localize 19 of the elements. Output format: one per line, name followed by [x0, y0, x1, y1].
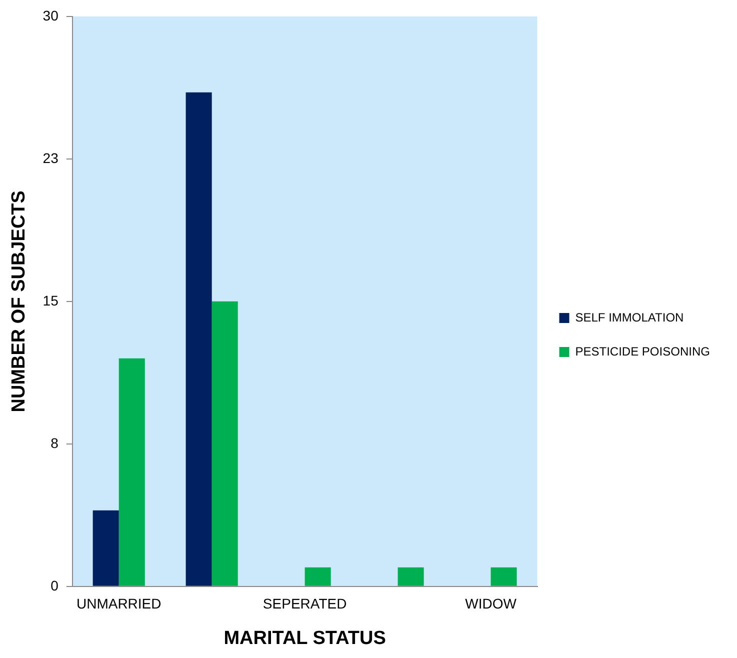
legend-label: SELF IMMOLATION: [575, 310, 684, 324]
y-tick-label: 0: [50, 577, 59, 594]
bar: [304, 567, 331, 586]
x-axis-title: MARITAL STATUS: [224, 628, 386, 649]
x-tick-label: SEPERATED: [262, 596, 347, 612]
x-tick-label: WIDOW: [465, 596, 518, 612]
y-axis-title: NUMBER OF SUBJECTS: [8, 190, 30, 412]
bar: [118, 358, 145, 586]
y-tick-label: 23: [42, 150, 59, 166]
x-tick-label: UNMARRIED: [76, 596, 162, 612]
bar: [212, 301, 238, 586]
y-tick-label: 8: [50, 434, 59, 451]
bar: [186, 92, 212, 586]
legend-label: PESTICIDE POISONING: [575, 344, 710, 358]
bar: [398, 567, 424, 586]
y-tick-label: 30: [42, 7, 59, 24]
bar: [490, 567, 517, 586]
bar: [92, 510, 119, 586]
y-tick-label: 15: [42, 292, 59, 308]
